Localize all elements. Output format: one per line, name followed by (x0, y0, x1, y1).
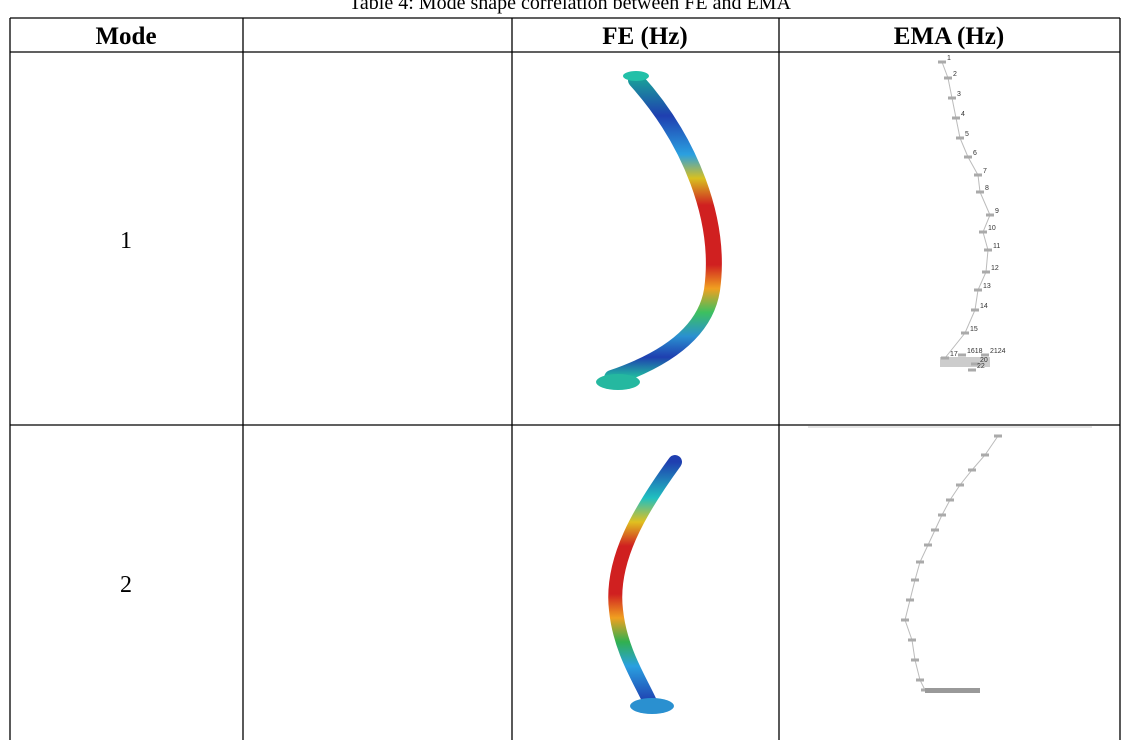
ema-node (938, 514, 946, 517)
ema-label: 3 (957, 91, 961, 98)
ema-label: 12 (991, 265, 999, 272)
caption: Table 4: Mode shape correlation between … (349, 0, 791, 14)
ema-label: 4 (961, 111, 965, 118)
ema-node (916, 561, 924, 564)
ema-node (946, 499, 954, 502)
ema-node (979, 231, 987, 234)
ema-node (938, 61, 946, 64)
fe-mode-1 (596, 71, 714, 390)
ema-label: 2124 (990, 348, 1006, 355)
ema-label: 14 (980, 303, 988, 310)
ema-node (986, 214, 994, 217)
mode-cell: 2 (120, 572, 132, 598)
ema-label: 13 (983, 283, 991, 290)
header-cell: EMA (Hz) (894, 23, 1004, 50)
ema-node (908, 639, 916, 642)
ema-label: 10 (988, 225, 996, 232)
ema-node (976, 191, 984, 194)
ema-node (952, 117, 960, 120)
header-cell: Mode (95, 23, 156, 50)
ema-base (925, 688, 980, 693)
ema-node (948, 97, 956, 100)
ema-node (984, 249, 992, 252)
ema-node (941, 357, 949, 360)
ema-node (944, 77, 952, 80)
header-cell: FE (Hz) (602, 23, 687, 50)
ema-node (982, 271, 990, 274)
ema-label: 15 (970, 326, 978, 333)
ema-label: 6 (973, 150, 977, 157)
ema-node (931, 529, 939, 532)
ema-node (968, 369, 976, 372)
table: Table 4: Mode shape correlation between … (10, 0, 1120, 740)
ema-label: 2 (953, 71, 957, 78)
mode-cell: 1 (120, 228, 132, 254)
ema-mode-2 (808, 427, 1092, 693)
ema-node (901, 619, 909, 622)
ema-node (981, 454, 989, 457)
ema-node (961, 332, 969, 335)
ema-label: 5 (965, 131, 969, 138)
ema-label: 8 (985, 185, 989, 192)
ema-label: 7 (983, 168, 987, 175)
ema-label: 11 (993, 243, 1000, 250)
ema-line (942, 62, 990, 358)
ema-node (956, 137, 964, 140)
ema-node (974, 174, 982, 177)
ema-node (968, 469, 976, 472)
ema-node (906, 599, 914, 602)
ema-node (994, 435, 1002, 438)
ema-node (916, 679, 924, 682)
ema-node (971, 309, 979, 312)
ema-node (974, 289, 982, 292)
ema-label: 1618 (967, 348, 983, 355)
ema-node (958, 354, 966, 357)
fe-mode-2 (615, 462, 675, 714)
ema-node (956, 484, 964, 487)
ema-node (964, 156, 972, 159)
ema-node (911, 579, 919, 582)
ema-node (911, 659, 919, 662)
ema-label: 22 (977, 363, 985, 370)
ema-node (924, 544, 932, 547)
page: Table 4: Mode shape correlation between … (0, 0, 1136, 740)
ema-label: 1 (947, 55, 951, 62)
ema-label: 17 (950, 351, 958, 358)
ema-label: 9 (995, 208, 999, 215)
